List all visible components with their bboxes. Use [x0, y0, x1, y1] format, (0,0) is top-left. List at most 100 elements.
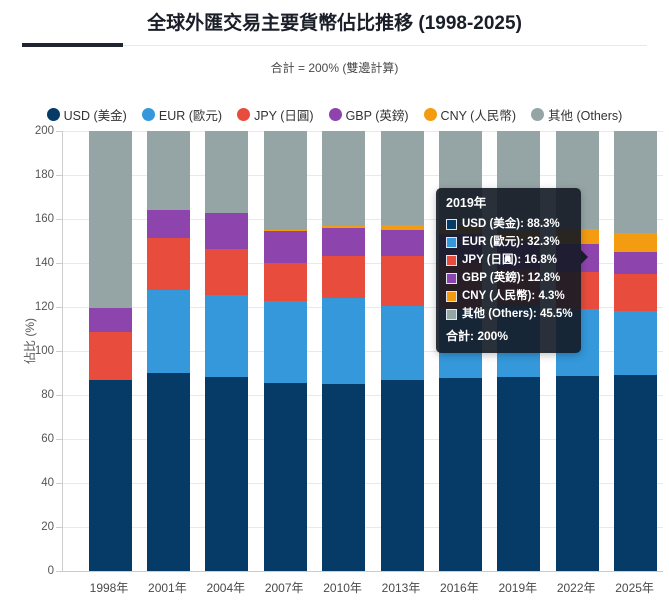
chart-subtitle: 合計 = 200% (雙邊計算)	[270, 61, 399, 75]
y-tick-label-40: 40	[41, 477, 54, 489]
tooltip-row-text: GBP (英鎊): 12.8%	[462, 272, 561, 284]
bar-segment-eur-2001[interactable]	[146, 289, 190, 374]
legend-item-jpy[interactable]: JPY (日圓)	[237, 105, 314, 124]
bar-segment-others-2007[interactable]	[263, 131, 307, 230]
bar-segment-eur-2013[interactable]	[380, 306, 424, 380]
bar-segment-jpy-1998[interactable]	[88, 332, 132, 381]
y-tick-label-160: 160	[34, 213, 54, 225]
stacked-bar-2013[interactable]	[380, 131, 424, 571]
bar-segment-usd-2025[interactable]	[614, 374, 658, 571]
bar-segment-usd-2019[interactable]	[497, 376, 541, 571]
bar-segment-jpy-2025[interactable]	[614, 274, 658, 312]
bar-segment-cny-2013[interactable]	[380, 224, 424, 230]
y-tick-mark	[56, 175, 62, 176]
bar-segment-others-2025[interactable]	[614, 131, 658, 234]
bar-segment-eur-2010[interactable]	[322, 298, 366, 385]
y-tick-label-180: 180	[34, 169, 54, 181]
bar-segment-eur-2025[interactable]	[614, 311, 658, 375]
tooltip-swatch-icon	[446, 236, 457, 248]
bar-segment-gbp-2007[interactable]	[263, 230, 307, 264]
bar-segment-usd-2013[interactable]	[380, 379, 424, 571]
legend-label: 其他 (Others)	[548, 109, 623, 123]
y-tick-mark	[56, 439, 62, 440]
stacked-bar-2004[interactable]	[205, 131, 249, 571]
y-tick-mark	[56, 351, 62, 352]
bar-segment-gbp-2004[interactable]	[205, 213, 249, 250]
tooltip-title: 2019年	[446, 196, 487, 210]
bar-segment-others-2004[interactable]	[205, 131, 249, 213]
y-tick-mark	[56, 395, 62, 396]
bar-segment-usd-2007[interactable]	[263, 382, 307, 571]
bar-segment-gbp-2010[interactable]	[322, 228, 366, 257]
bar-segment-jpy-2001[interactable]	[146, 238, 190, 290]
bar-segment-eur-2004[interactable]	[205, 295, 249, 378]
legend-label: JPY (日圓)	[254, 109, 314, 123]
tooltip-row-text: EUR (歐元): 32.3%	[462, 236, 560, 248]
y-tick-label-100: 100	[34, 345, 54, 357]
cny-legend-swatch-icon	[423, 108, 437, 121]
bar-segment-eur-2007[interactable]	[263, 301, 307, 383]
bar-segment-gbp-2025[interactable]	[614, 251, 658, 275]
stacked-bar-2010[interactable]	[322, 131, 366, 571]
x-tick-label-2010: 2010年	[323, 581, 362, 595]
bar-segment-cny-2010[interactable]	[322, 226, 366, 229]
bar-segment-usd-2001[interactable]	[146, 373, 190, 571]
y-tick-mark	[56, 571, 62, 572]
bar-segment-gbp-2013[interactable]	[380, 229, 424, 256]
tooltip-rows: USD (美金): 88.3% EUR (歐元): 32.3% JPY (日圓): …	[446, 215, 573, 323]
tooltip-swatch-icon	[446, 290, 457, 302]
eur-legend-swatch-icon	[141, 108, 155, 121]
stacked-bar-1998[interactable]	[88, 131, 132, 571]
y-axis-title: 佔比 (%)	[23, 318, 37, 364]
bar-segment-others-2013[interactable]	[380, 131, 424, 225]
tooltip-row-1: EUR (歐元): 32.3%	[446, 233, 571, 251]
legend-item-cny[interactable]: CNY (人民幣)	[423, 105, 516, 124]
tooltip-row-3: GBP (英鎊): 12.8%	[446, 269, 571, 287]
legend-label: GBP (英鎊)	[345, 109, 409, 123]
stacked-bar-2001[interactable]	[146, 131, 190, 571]
jpy-legend-swatch-icon	[237, 108, 251, 121]
y-tick-label-80: 80	[41, 389, 54, 401]
bar-segment-others-2010[interactable]	[322, 131, 366, 227]
x-tick-label-2019: 2019年	[498, 581, 538, 595]
usd-legend-swatch-icon	[46, 108, 60, 121]
others-legend-swatch-icon	[531, 108, 545, 121]
bar-segment-jpy-2004[interactable]	[205, 249, 249, 296]
tooltip-swatch-icon	[446, 272, 457, 284]
bar-segment-usd-1998[interactable]	[88, 380, 132, 571]
legend-item-others[interactable]: 其他 (Others)	[531, 105, 622, 124]
bar-segment-cny-2007[interactable]	[263, 229, 307, 231]
tooltip-swatch-icon	[446, 218, 457, 230]
bar-segment-jpy-2013[interactable]	[380, 255, 424, 307]
x-tick-label-2013: 2013年	[381, 581, 421, 595]
tooltip-row-4: CNY (人民幣): 4.3%	[446, 287, 571, 305]
divider-accent-bar	[22, 43, 123, 47]
bar-segment-cny-2025[interactable]	[614, 233, 658, 252]
tooltip-total: 合計: 200%	[446, 329, 509, 343]
chart-legend: USD (美金) EUR (歐元) JPY (日圓) GBP (英鎊) CNY (人民幣…	[0, 105, 669, 124]
tooltip-row-0: USD (美金): 88.3%	[446, 215, 571, 233]
bar-segment-usd-2004[interactable]	[205, 377, 249, 571]
bar-segment-others-1998[interactable]	[88, 131, 132, 309]
bar-segment-others-2001[interactable]	[146, 131, 190, 210]
legend-item-gbp[interactable]: GBP (英鎊)	[328, 105, 409, 124]
gbp-legend-swatch-icon	[328, 108, 342, 121]
tooltip-row-text: JPY (日圓): 16.8%	[462, 254, 558, 266]
x-tick-label-2016: 2016年	[440, 581, 479, 595]
stacked-bar-2007[interactable]	[263, 131, 307, 571]
y-tick-label-140: 140	[34, 257, 54, 269]
stacked-bar-2025[interactable]	[614, 131, 658, 571]
legend-item-eur[interactable]: EUR (歐元)	[141, 105, 222, 124]
tooltip-arrow-icon	[581, 250, 588, 264]
bar-segment-gbp-2001[interactable]	[146, 209, 190, 239]
bar-segment-usd-2016[interactable]	[438, 378, 482, 571]
bar-segment-jpy-2010[interactable]	[322, 256, 366, 299]
bar-segment-gbp-1998[interactable]	[88, 308, 132, 333]
legend-item-usd[interactable]: USD (美金)	[46, 105, 127, 124]
bar-segment-usd-2022[interactable]	[555, 376, 599, 571]
bar-segment-jpy-2007[interactable]	[263, 263, 307, 302]
bar-segment-usd-2010[interactable]	[322, 384, 366, 571]
y-tick-mark	[56, 307, 62, 308]
page-title: 全球外匯交易主要貨幣佔比推移 (1998-2025)	[147, 13, 522, 34]
